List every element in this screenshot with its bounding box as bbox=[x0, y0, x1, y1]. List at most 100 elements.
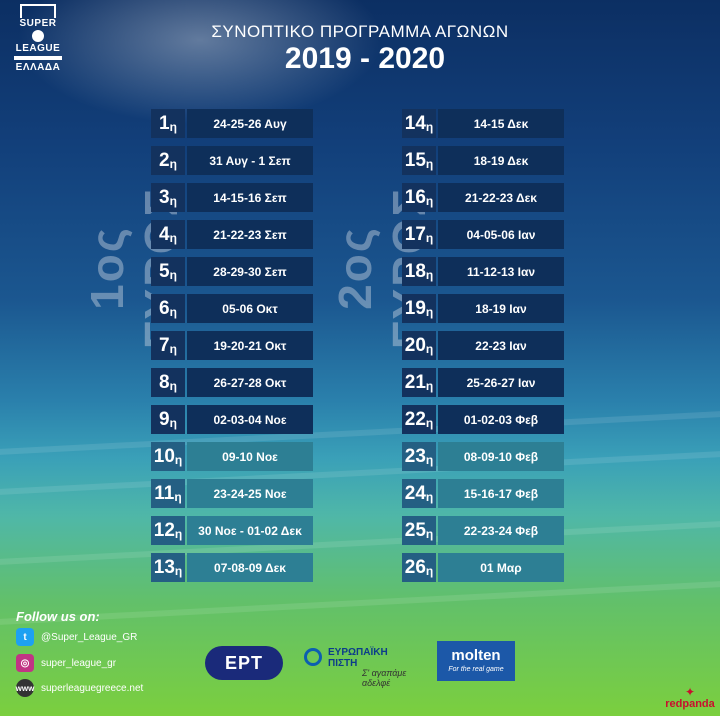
logo-line2: LEAGUE bbox=[15, 43, 61, 54]
matchday-number: 16 η bbox=[402, 183, 436, 212]
matchday-number-value: 26 bbox=[404, 556, 426, 578]
matchday-row: 26 η 01 Μαρ bbox=[402, 553, 564, 582]
matchday-row: 15 η 18-19 Δεκ bbox=[402, 146, 564, 175]
season-years: 2019 - 2020 bbox=[284, 42, 446, 75]
matchday-date: 23-24-25 Νοε bbox=[187, 479, 313, 508]
eurolife-mark-icon bbox=[304, 648, 322, 666]
matchday-row: 7 η 19-20-21 Οκτ bbox=[151, 331, 313, 360]
matchday-number: 18 η bbox=[402, 257, 436, 286]
matchday-suffix: η bbox=[425, 563, 434, 578]
matchday-number-value: 17 bbox=[404, 223, 426, 245]
matchday-number-value: 5 bbox=[159, 260, 170, 282]
matchday-row: 12 η 30 Νοε - 01-02 Δεκ bbox=[151, 516, 313, 545]
twitter-icon: t bbox=[16, 628, 34, 646]
instagram-handle: super_league_gr bbox=[41, 657, 117, 669]
matchday-date: 26-27-28 Οκτ bbox=[187, 368, 313, 397]
matchday-number: 24 η bbox=[402, 479, 436, 508]
matchday-number-value: 3 bbox=[159, 186, 170, 208]
matchday-number-value: 15 bbox=[404, 149, 426, 171]
matchday-number: 12 η bbox=[151, 516, 185, 545]
page-title: ΣΥΝΟΠΤΙΚΟ ΠΡΟΓΡΑΜΜΑ ΑΓΩΝΩΝ bbox=[211, 22, 509, 41]
super-league-logo: SUPER LEAGUE ΕΛΛΑΔΑ bbox=[10, 4, 66, 73]
matchday-suffix: η bbox=[425, 341, 434, 356]
twitter-link[interactable]: t @Super_League_GR bbox=[16, 627, 137, 647]
matchday-number-value: 7 bbox=[159, 334, 170, 356]
matchday-suffix: η bbox=[174, 489, 182, 504]
matchday-number-value: 2 bbox=[159, 149, 170, 171]
matchday-row: 6 η 05-06 Οκτ bbox=[151, 294, 313, 323]
matchday-suffix: η bbox=[425, 526, 434, 541]
matchday-number-value: 25 bbox=[404, 519, 426, 541]
matchday-number-value: 22 bbox=[404, 408, 426, 430]
matchday-number: 13 η bbox=[151, 553, 185, 582]
matchday-date: 01-02-03 Φεβ bbox=[438, 405, 564, 434]
matchday-row: 19 η 18-19 Ιαν bbox=[402, 294, 564, 323]
matchday-row: 3 η 14-15-16 Σεπ bbox=[151, 183, 313, 212]
matchday-date: 11-12-13 Ιαν bbox=[438, 257, 564, 286]
molten-name: molten bbox=[451, 647, 501, 664]
instagram-link[interactable]: ◎ super_league_gr bbox=[16, 653, 116, 673]
matchday-suffix: η bbox=[425, 452, 434, 467]
matchday-suffix: η bbox=[425, 378, 434, 393]
matchday-suffix: η bbox=[174, 452, 183, 467]
matchday-date: 01 Μαρ bbox=[438, 553, 564, 582]
matchday-suffix: η bbox=[169, 156, 177, 171]
matchday-date: 25-26-27 Ιαν bbox=[438, 368, 564, 397]
matchday-row: 2 η 31 Αυγ - 1 Σεπ bbox=[151, 146, 313, 175]
eurolife-signature: Σ' αγαπάμε αδελφέ bbox=[362, 668, 407, 688]
matchday-date: 15-16-17 Φεβ bbox=[438, 479, 564, 508]
matchday-date: 21-22-23 Σεπ bbox=[187, 220, 313, 249]
matchday-number: 26 η bbox=[402, 553, 436, 582]
matchday-suffix: η bbox=[425, 119, 434, 134]
logo-bar bbox=[14, 56, 62, 60]
matchday-suffix: η bbox=[169, 304, 177, 319]
logo-line3: ΕΛΛΑΔΑ bbox=[15, 62, 61, 73]
matchday-date: 22-23-24 Φεβ bbox=[438, 516, 564, 545]
matchday-row: 22 η 01-02-03 Φεβ bbox=[402, 405, 564, 434]
website-link[interactable]: www superleaguegreece.net bbox=[16, 678, 143, 698]
matchday-number-value: 19 bbox=[404, 297, 426, 319]
matchday-number: 14 η bbox=[402, 109, 436, 138]
field-stripe bbox=[0, 451, 720, 495]
matchday-row: 25 η 22-23-24 Φεβ bbox=[402, 516, 564, 545]
matchday-date: 14-15 Δεκ bbox=[438, 109, 564, 138]
matchday-row: 5 η 28-29-30 Σεπ bbox=[151, 257, 313, 286]
matchday-suffix: η bbox=[174, 526, 183, 541]
redpanda-name: redpanda bbox=[665, 698, 715, 710]
matchday-row: 17 η 04-05-06 Ιαν bbox=[402, 220, 564, 249]
matchday-suffix: η bbox=[169, 267, 177, 282]
matchday-number-value: 9 bbox=[159, 408, 170, 430]
eurolife-logo: ΕΥΡΩΠΑΪΚΗ ΠΙΣΤΗ Σ' αγαπάμε αδελφέ bbox=[304, 644, 416, 688]
panda-icon: ✦ bbox=[684, 685, 696, 699]
matchday-number-value: 11 bbox=[154, 482, 175, 504]
matchday-suffix: η bbox=[169, 341, 177, 356]
follow-label: Follow us on: bbox=[16, 609, 100, 624]
matchday-number: 25 η bbox=[402, 516, 436, 545]
molten-tagline: For the real game bbox=[448, 666, 504, 673]
instagram-icon: ◎ bbox=[16, 654, 34, 672]
matchday-number-value: 6 bbox=[159, 297, 170, 319]
eurolife-line1: ΕΥΡΩΠΑΪΚΗ bbox=[328, 647, 388, 658]
twitter-handle: @Super_League_GR bbox=[41, 631, 138, 643]
matchday-date: 08-09-10 Φεβ bbox=[438, 442, 564, 471]
matchday-row: 11 η 23-24-25 Νοε bbox=[151, 479, 313, 508]
ert-logo: ΕΡΤ bbox=[205, 646, 283, 680]
matchday-suffix: η bbox=[169, 378, 177, 393]
website-url: superleaguegreece.net bbox=[41, 682, 144, 694]
matchday-date: 07-08-09 Δεκ bbox=[187, 553, 313, 582]
matchday-number-value: 20 bbox=[404, 334, 426, 356]
matchday-suffix: η bbox=[425, 415, 434, 430]
matchday-suffix: η bbox=[169, 230, 177, 245]
matchday-row: 20 η 22-23 Ιαν bbox=[402, 331, 564, 360]
matchday-number: 21 η bbox=[402, 368, 436, 397]
matchday-row: 8 η 26-27-28 Οκτ bbox=[151, 368, 313, 397]
matchday-number-value: 13 bbox=[153, 556, 175, 578]
matchday-date: 09-10 Νοε bbox=[187, 442, 313, 471]
matchday-row: 14 η 14-15 Δεκ bbox=[402, 109, 564, 138]
